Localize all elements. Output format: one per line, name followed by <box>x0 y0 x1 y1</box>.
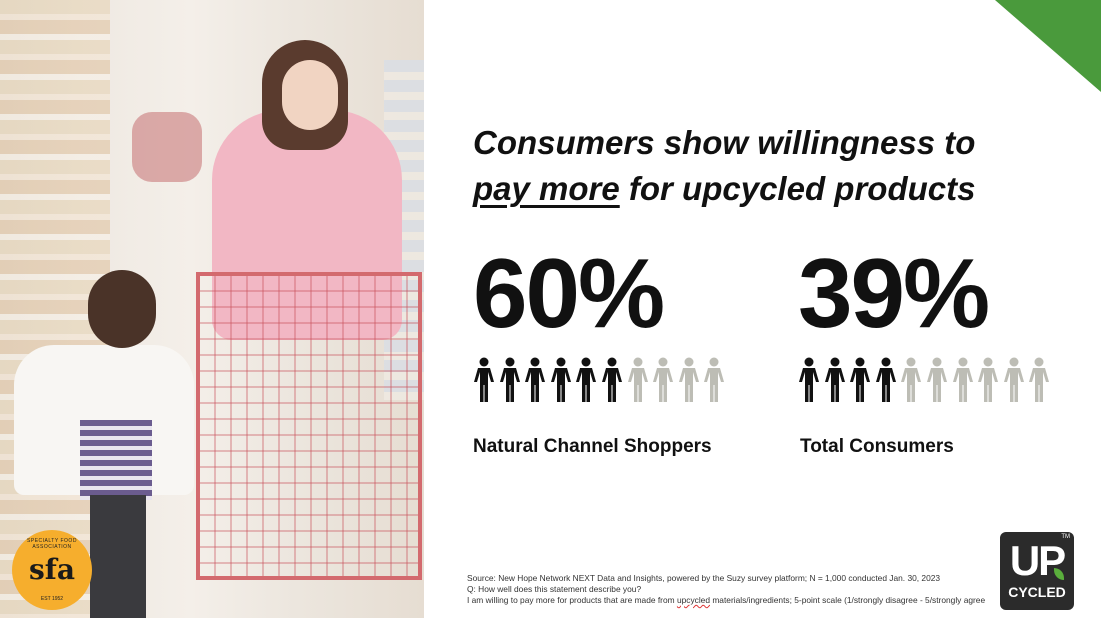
girl-legs <box>90 495 146 618</box>
stat-value: 60% <box>473 238 665 348</box>
stat-label: Natural Channel Shoppers <box>473 436 712 457</box>
background-shopper <box>132 112 202 182</box>
sfa-logo-text: sfa <box>29 553 75 586</box>
statement-flagged-word: upcycled <box>676 595 710 605</box>
statement-text: I am willing to pay more for products th… <box>467 595 677 605</box>
person-icon <box>550 357 571 402</box>
person-icon <box>653 357 674 402</box>
person-icon <box>799 357 819 402</box>
person-icon <box>525 357 546 402</box>
person-icon <box>850 357 871 402</box>
person-icon <box>1003 357 1024 402</box>
title-emphasis: pay more <box>473 170 620 207</box>
sfa-logo: SPECIALTY FOOD ASSOCIATION sfa EST 1952 <box>12 530 92 610</box>
pictogram-row <box>473 357 725 402</box>
person-icon <box>875 357 896 402</box>
shopping-cart <box>196 272 422 580</box>
upcycled-logo-bottom: CYCLED <box>1008 584 1066 600</box>
statement-text: materials/ingredients; 5-point scale (1/… <box>710 595 986 605</box>
person-icon <box>474 357 494 402</box>
person-icon <box>678 357 699 402</box>
girl-head <box>88 270 156 348</box>
source-note: Source: New Hope Network NEXT Data and I… <box>467 573 987 606</box>
stat-value: 39% <box>798 238 990 348</box>
leaf-icon <box>1054 568 1064 580</box>
person-icon <box>627 357 648 402</box>
corner-triangle <box>995 0 1101 92</box>
woman-face <box>282 60 338 130</box>
person-icon <box>901 357 922 402</box>
upcycled-logo: TM UP CYCLED <box>1000 532 1074 610</box>
person-icon <box>499 357 520 402</box>
pictogram-row <box>798 357 1050 402</box>
trademark: TM <box>1061 534 1070 540</box>
person-icon <box>978 357 999 402</box>
title-line-1: Consumers show willingness to <box>473 124 976 161</box>
source-line: Source: New Hope Network NEXT Data and I… <box>467 573 941 583</box>
person-icon <box>926 357 947 402</box>
question-line: Q: How well does this statement describe… <box>467 584 642 594</box>
girl-shirt <box>80 420 152 500</box>
person-icon <box>952 357 973 402</box>
title-line-2: for upcycled products <box>619 170 976 207</box>
sfa-ring-text: SPECIALTY FOOD ASSOCIATION <box>27 538 77 550</box>
person-icon <box>704 357 725 402</box>
shopping-photo <box>0 0 424 618</box>
sfa-est-text: EST 1952 <box>40 596 64 602</box>
person-icon <box>601 357 622 402</box>
slide-title: Consumers show willingness to pay more f… <box>473 120 975 212</box>
person-icon <box>576 357 597 402</box>
stat-label: Total Consumers <box>800 436 954 457</box>
person-icon <box>824 357 845 402</box>
person-icon <box>1029 357 1050 402</box>
